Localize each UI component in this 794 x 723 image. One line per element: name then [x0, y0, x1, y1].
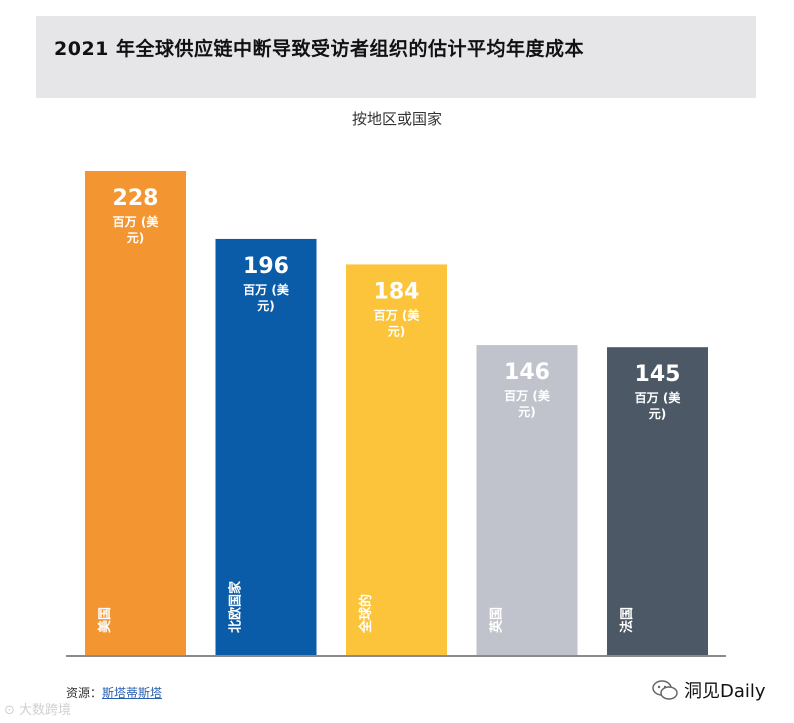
- bar-unit-label: 百万 (美: [635, 390, 682, 405]
- category-label: 美国: [97, 607, 113, 633]
- brand-name: 洞见Daily: [684, 681, 766, 702]
- bar-unit-label: 元): [388, 324, 406, 338]
- bar-unit-label: 元): [127, 231, 145, 245]
- wechat-icon: [652, 680, 678, 700]
- brand-mark: 洞见Daily: [652, 677, 766, 703]
- bar: [215, 238, 317, 656]
- category-label: 北欧国家: [228, 580, 244, 633]
- source-link[interactable]: 斯塔蒂斯塔: [102, 686, 163, 700]
- bar-unit-label: 百万 (美: [243, 282, 290, 297]
- source-label: 资源：: [66, 686, 103, 700]
- bar: [346, 264, 447, 655]
- bar: [476, 345, 578, 655]
- bar-unit-label: 百万 (美: [113, 214, 160, 229]
- watermark-text: 大数跨境: [19, 703, 72, 718]
- chart-title: 2021 年全球供应链中断导致受访者组织的估计平均年度成本: [54, 38, 584, 60]
- bar-value-label: 196: [243, 254, 289, 279]
- watermark-left: ⊙ 大数跨境: [4, 699, 71, 718]
- bar-unit-label: 百万 (美: [374, 307, 421, 322]
- source-note: 资源：斯塔蒂斯塔: [66, 684, 162, 701]
- bar-unit-label: 元): [518, 405, 536, 419]
- bar-unit-label: 百万 (美: [504, 388, 551, 403]
- category-label: 全球的: [358, 594, 374, 634]
- watermark-icon: ⊙: [4, 703, 15, 718]
- category-label: 英国: [489, 607, 505, 634]
- bar-value-label: 145: [635, 362, 681, 387]
- bar: [607, 347, 708, 655]
- bar: [85, 171, 186, 655]
- bar-unit-label: 元): [257, 299, 275, 313]
- bar-unit-label: 元): [649, 407, 667, 421]
- bar-value-label: 146: [504, 360, 550, 385]
- bar-value-label: 228: [113, 186, 159, 211]
- chart-subtitle: 按地区或国家: [351, 110, 442, 128]
- category-label: 法国: [619, 607, 635, 633]
- bar-value-label: 184: [374, 279, 420, 304]
- title-banner: 2021 年全球供应链中断导致受访者组织的估计平均年度成本: [36, 16, 756, 98]
